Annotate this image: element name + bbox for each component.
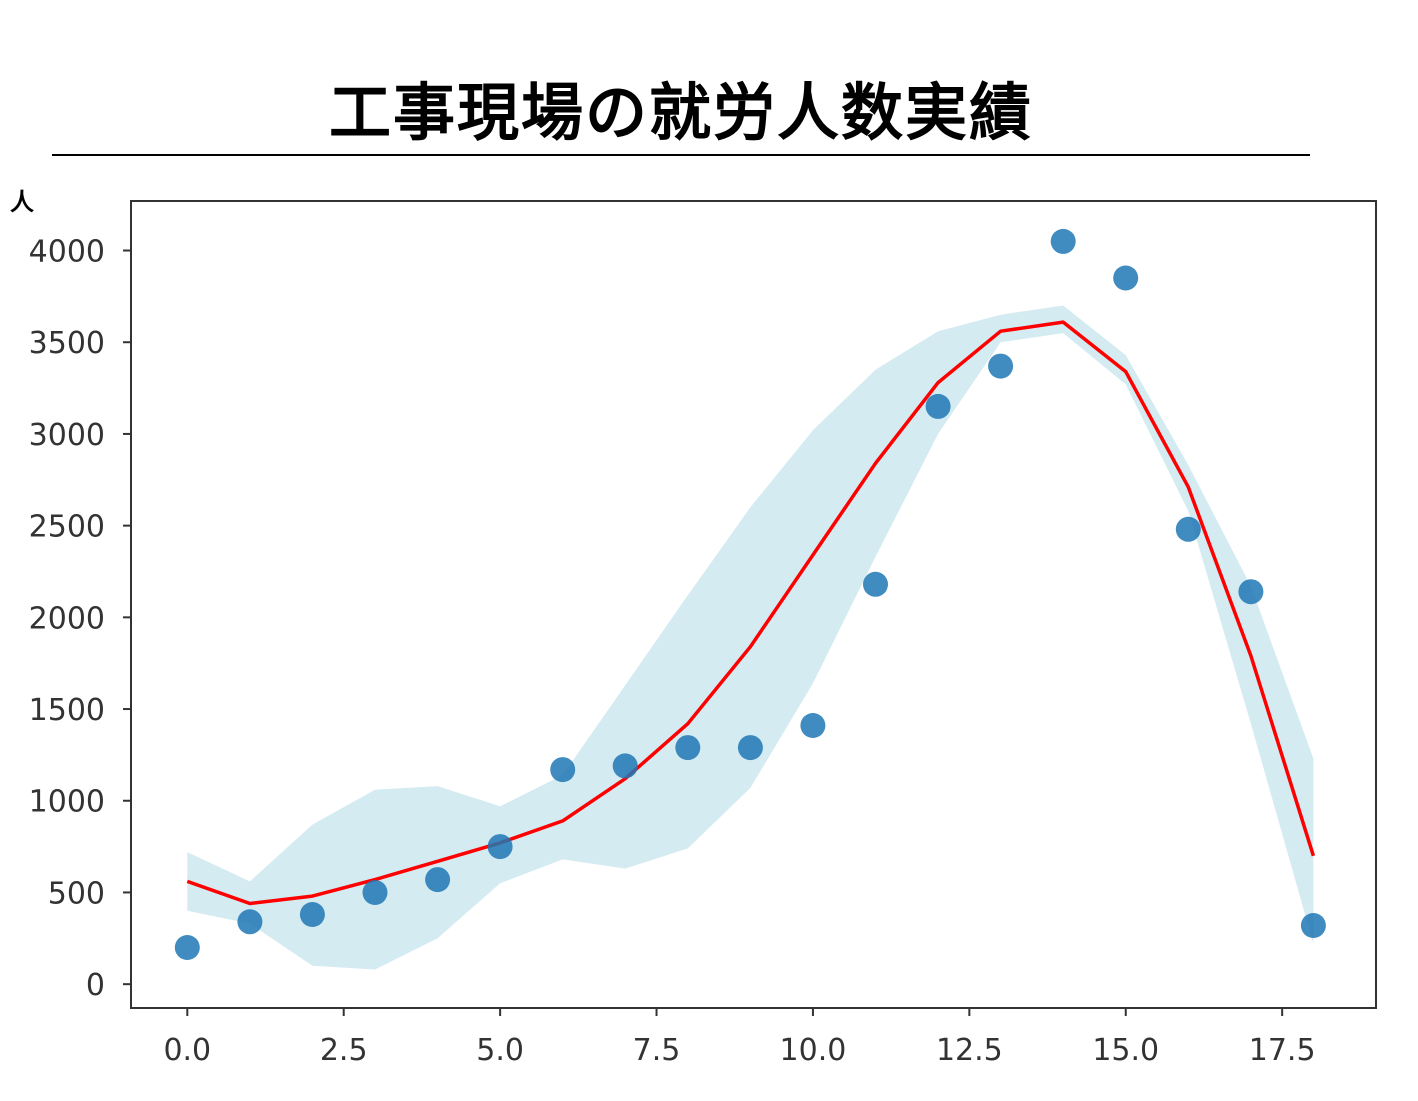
y-axis-ticks: 0 500 1000 1500 2000 2500 3000 3500 4000 xyxy=(29,235,131,1003)
x-tick-label: 15.0 xyxy=(1092,1033,1159,1068)
confidence-band-layer xyxy=(187,305,1314,970)
plot-frame xyxy=(130,200,1377,1009)
x-tick-label: 10.0 xyxy=(780,1033,847,1068)
data-point xyxy=(863,571,888,597)
x-tick-label: 5.0 xyxy=(476,1033,524,1068)
data-point xyxy=(174,935,200,960)
x-tick-label: 12.5 xyxy=(936,1033,1003,1068)
y-tick-label: 0 xyxy=(86,968,105,1003)
fit-line-layer xyxy=(186,320,1316,906)
data-point xyxy=(487,834,513,860)
data-point xyxy=(612,753,638,779)
data-point xyxy=(675,735,701,761)
y-tick-label: 2500 xyxy=(29,510,105,545)
y-tick-label: 1500 xyxy=(29,693,105,728)
data-point xyxy=(299,902,325,927)
data-point xyxy=(925,393,951,419)
x-tick-label: 7.5 xyxy=(633,1033,681,1068)
x-axis-ticks: 0.0 2.5 5.0 7.5 10.0 12.5 15.0 17.5 xyxy=(163,1008,1316,1068)
data-point xyxy=(550,757,576,783)
y-tick-label: 3500 xyxy=(29,326,105,361)
data-point xyxy=(1050,228,1076,254)
data-point xyxy=(800,713,826,738)
data-point xyxy=(1175,516,1201,542)
data-point xyxy=(362,880,388,905)
y-tick-label: 4000 xyxy=(29,235,105,270)
data-point xyxy=(237,909,263,935)
data-point xyxy=(425,867,451,893)
y-tick-label: 2000 xyxy=(29,601,105,636)
fit-line xyxy=(186,320,1316,906)
y-axis-unit-label: 人 xyxy=(10,188,34,216)
data-point xyxy=(1238,579,1264,605)
data-point xyxy=(1113,265,1139,291)
data-point xyxy=(988,353,1014,379)
y-tick-label: 1000 xyxy=(29,785,105,820)
x-tick-label: 17.5 xyxy=(1249,1033,1316,1068)
x-tick-label: 2.5 xyxy=(320,1033,368,1068)
chart-title: 工事現場の就労人数実績 xyxy=(328,76,1033,149)
data-point xyxy=(1300,913,1326,938)
data-point xyxy=(737,735,763,761)
x-tick-label: 0.0 xyxy=(163,1033,211,1068)
data-points-layer xyxy=(174,228,1326,960)
confidence-band xyxy=(187,305,1314,970)
y-tick-label: 500 xyxy=(48,876,105,911)
title-underline xyxy=(52,154,1310,156)
y-tick-label: 3000 xyxy=(29,418,105,453)
